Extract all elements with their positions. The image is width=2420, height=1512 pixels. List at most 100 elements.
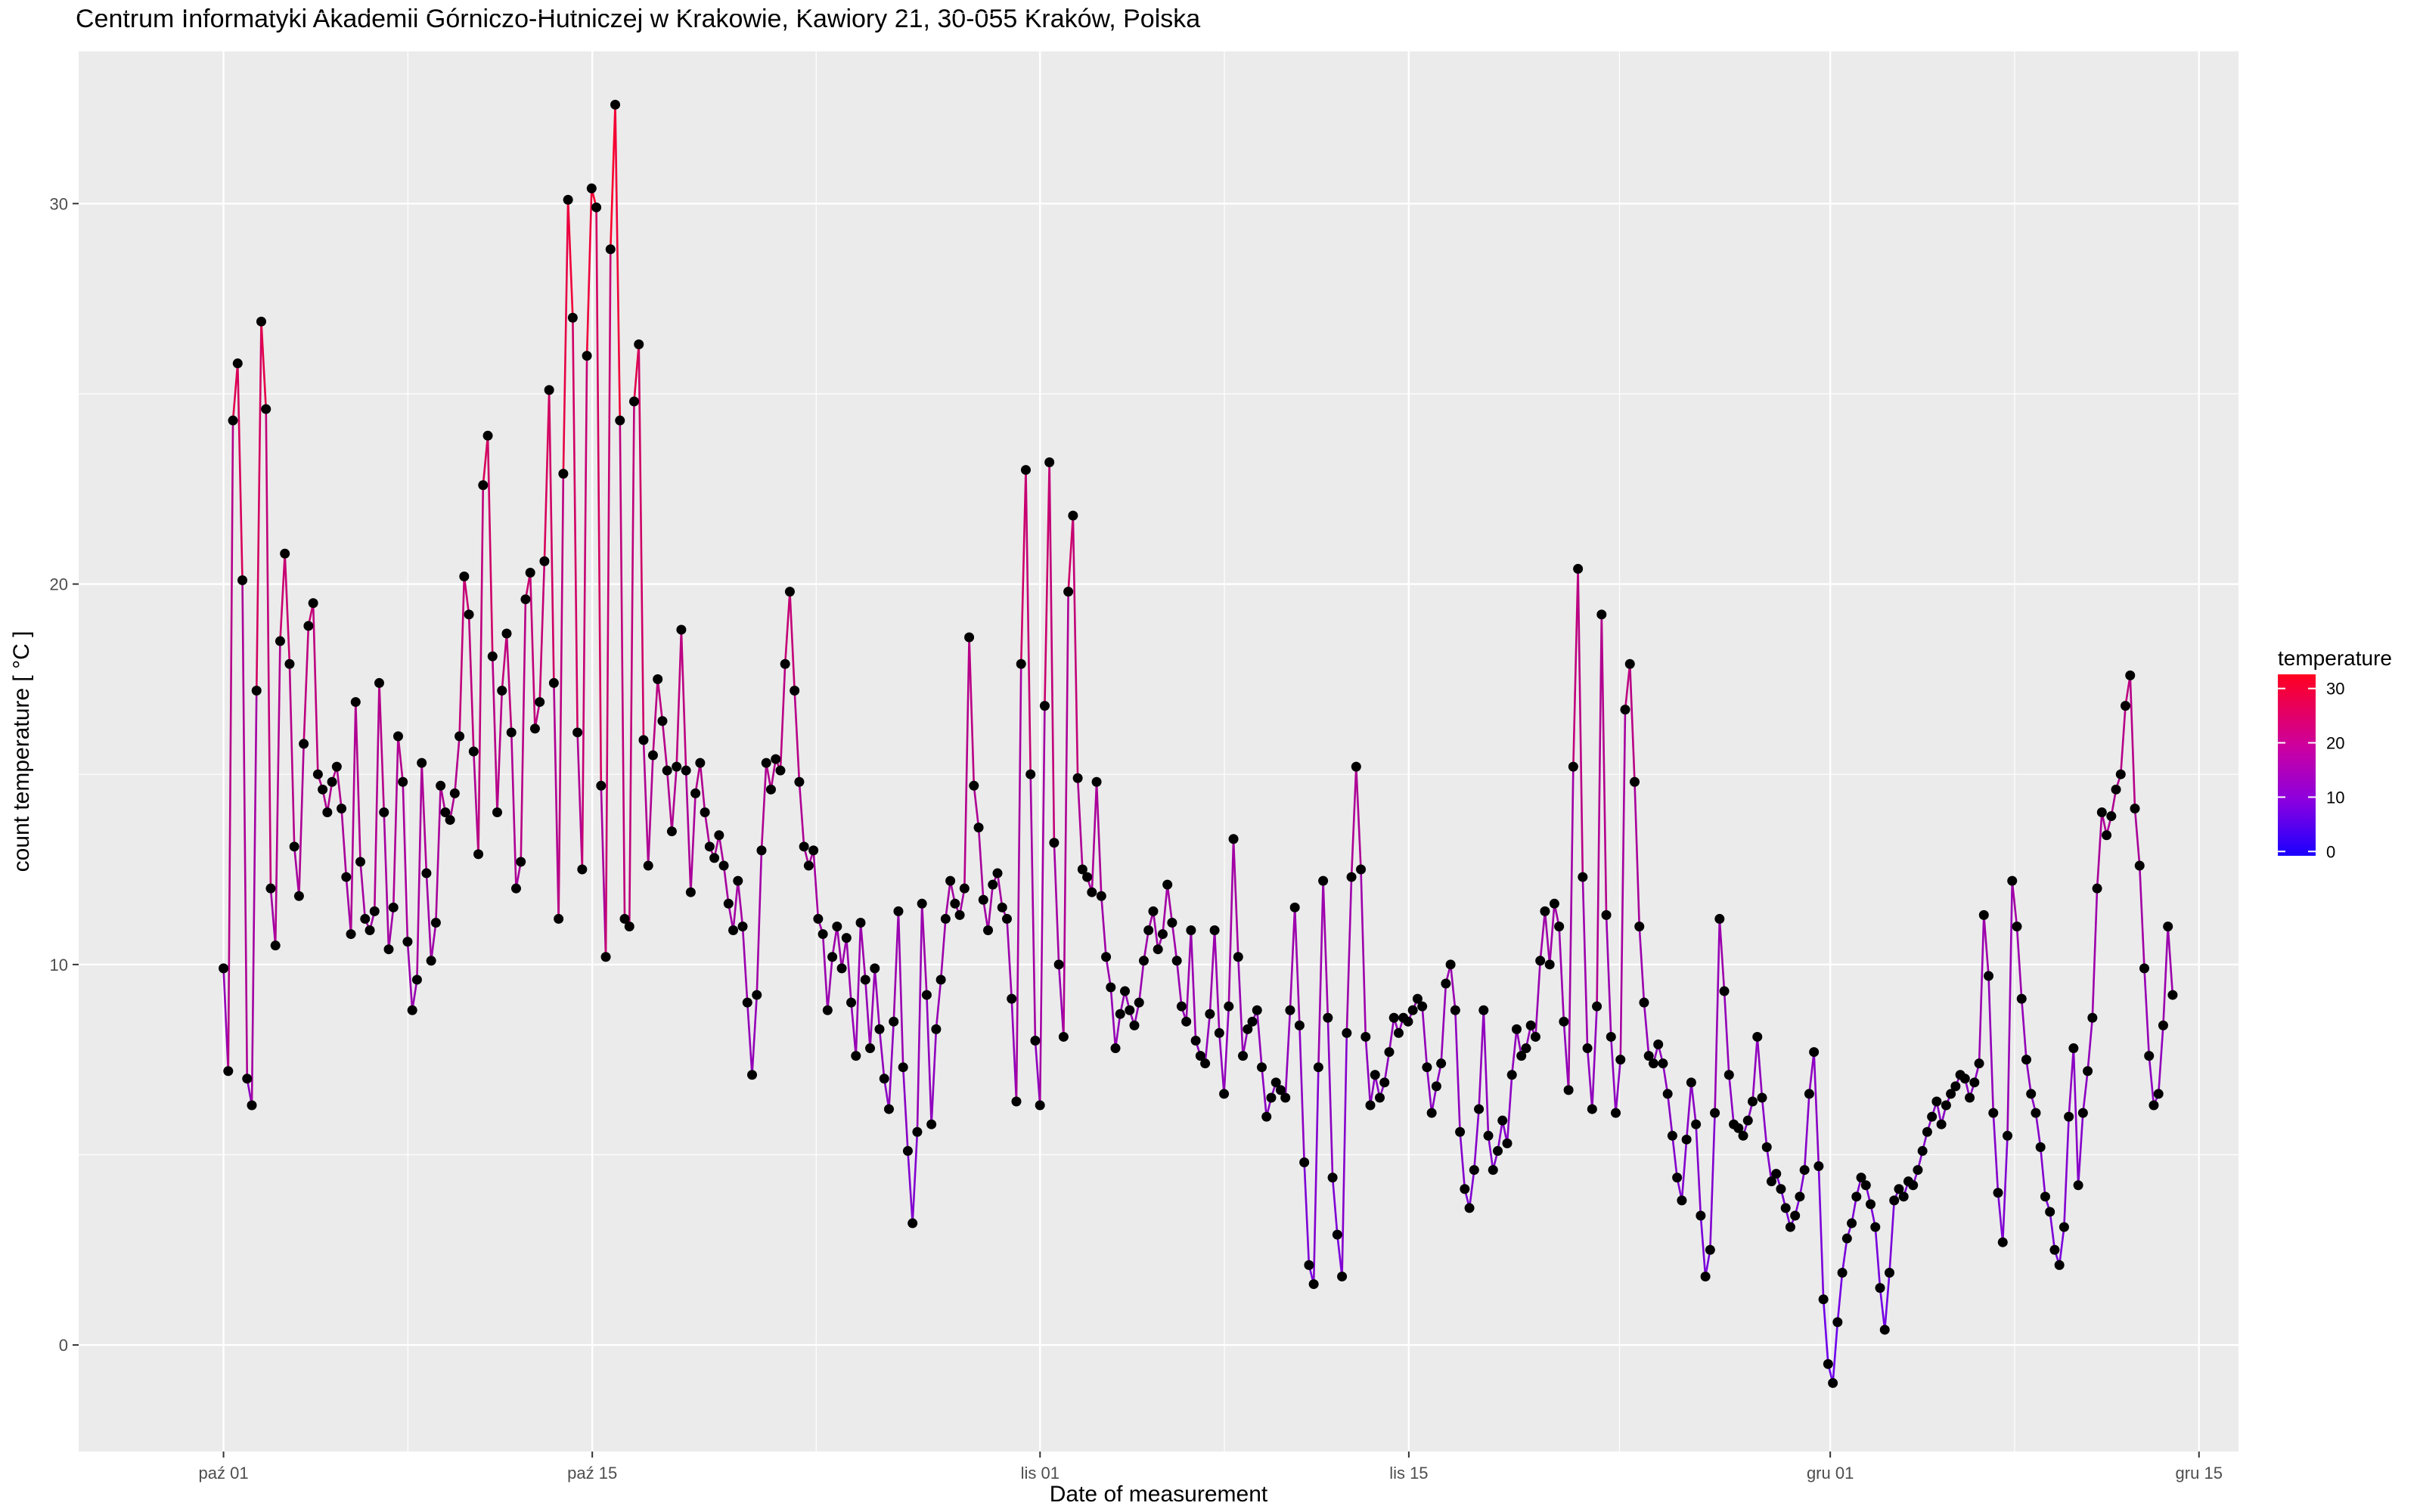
data-point bbox=[497, 685, 507, 696]
series-segment bbox=[1232, 838, 1239, 957]
series-segment bbox=[604, 249, 612, 957]
series-segment bbox=[770, 758, 777, 790]
series-segment bbox=[1063, 591, 1069, 1037]
data-point bbox=[421, 868, 432, 878]
series-segment bbox=[2039, 1147, 2046, 1197]
data-point bbox=[917, 898, 927, 909]
series-segment bbox=[1591, 1006, 1598, 1110]
y-axis-title: count temperature [ °C ] bbox=[9, 631, 34, 872]
data-point bbox=[1407, 1005, 1418, 1015]
data-point bbox=[1780, 1203, 1791, 1213]
data-point bbox=[586, 183, 597, 194]
data-point bbox=[1936, 1119, 1947, 1129]
series-segment bbox=[548, 389, 555, 683]
data-point bbox=[1153, 944, 1163, 955]
x-tick-label: paź 15 bbox=[567, 1464, 617, 1483]
series-segment bbox=[945, 880, 951, 919]
data-point bbox=[1068, 510, 1078, 521]
series-segment bbox=[2096, 812, 2103, 889]
data-point bbox=[1506, 1070, 1517, 1080]
data-point bbox=[803, 860, 814, 871]
data-point bbox=[1087, 887, 1097, 897]
data-point bbox=[690, 788, 701, 798]
series-segment bbox=[883, 1078, 890, 1110]
series-segment bbox=[2167, 926, 2174, 996]
series-segment bbox=[288, 664, 296, 847]
data-point bbox=[1927, 1111, 1938, 1122]
series-segment bbox=[2157, 1025, 2164, 1095]
y-tick-label: 20 bbox=[50, 575, 68, 594]
data-point bbox=[1988, 1108, 1999, 1118]
series-segment bbox=[383, 812, 390, 950]
series-segment bbox=[491, 656, 498, 813]
series-segment bbox=[1619, 709, 1627, 1060]
data-point bbox=[1624, 658, 1635, 669]
series-segment bbox=[1468, 1170, 1475, 1209]
series-segment bbox=[1105, 956, 1112, 988]
data-point bbox=[2096, 807, 2107, 818]
data-point bbox=[554, 913, 564, 924]
data-point bbox=[912, 1126, 923, 1137]
series-segment bbox=[538, 561, 546, 702]
data-point bbox=[709, 853, 720, 863]
data-point bbox=[1285, 1005, 1295, 1015]
series-segment bbox=[642, 739, 650, 866]
data-point bbox=[1120, 986, 1131, 996]
data-point bbox=[1261, 1111, 1272, 1122]
series-segment bbox=[930, 1029, 938, 1125]
series-segment bbox=[1421, 1006, 1429, 1067]
data-point bbox=[973, 823, 984, 833]
series-segment bbox=[557, 473, 565, 919]
series-segment bbox=[2082, 1070, 2089, 1114]
series-segment bbox=[1497, 1120, 1504, 1151]
data-point bbox=[865, 1043, 876, 1054]
data-point bbox=[299, 739, 309, 749]
data-point bbox=[969, 780, 979, 791]
data-point bbox=[1431, 1081, 1441, 1092]
series-segment bbox=[869, 968, 876, 1049]
data-point bbox=[1412, 993, 1423, 1004]
series-segment bbox=[1426, 1067, 1433, 1114]
legend: temperature 0 10 20 30 bbox=[2278, 646, 2392, 861]
series-segment bbox=[1510, 1029, 1518, 1075]
data-point bbox=[2134, 860, 2145, 871]
data-point bbox=[1195, 1051, 1205, 1061]
data-point bbox=[1629, 776, 1640, 787]
data-point bbox=[529, 723, 540, 734]
data-point bbox=[1922, 1126, 1932, 1137]
series-segment bbox=[1817, 1166, 1825, 1300]
series-segment bbox=[435, 785, 442, 923]
series-segment bbox=[1680, 1139, 1688, 1201]
series-segment bbox=[783, 591, 791, 665]
data-point bbox=[1370, 1070, 1380, 1080]
series-segment bbox=[1718, 919, 1726, 992]
series-segment bbox=[1765, 1147, 1773, 1182]
data-point bbox=[2106, 811, 2117, 822]
data-point bbox=[1714, 913, 1725, 924]
series-segment bbox=[1171, 922, 1178, 961]
series-segment bbox=[1459, 1132, 1466, 1189]
data-point bbox=[1020, 465, 1031, 476]
data-point bbox=[1974, 1058, 1984, 1069]
series-segment bbox=[566, 200, 574, 318]
series-segment bbox=[553, 683, 560, 919]
data-point bbox=[1436, 1058, 1447, 1069]
plot-panel bbox=[79, 51, 2238, 1452]
series-segment bbox=[901, 1067, 909, 1151]
data-point bbox=[1832, 1317, 1843, 1328]
data-point bbox=[2045, 1207, 2055, 1217]
data-point bbox=[2153, 1089, 2164, 1099]
series-segment bbox=[1666, 1093, 1674, 1136]
legend-tick-label: 0 bbox=[2326, 842, 2335, 861]
data-point bbox=[1393, 1027, 1404, 1038]
series-segment bbox=[1628, 664, 1636, 782]
data-point bbox=[591, 202, 602, 212]
data-point bbox=[1601, 909, 1612, 920]
data-point bbox=[1445, 959, 1456, 970]
data-point bbox=[1511, 1024, 1522, 1034]
data-point bbox=[1578, 872, 1588, 882]
series-segment bbox=[996, 872, 1004, 908]
series-segment bbox=[1473, 1108, 1480, 1170]
data-point bbox=[1337, 1272, 1348, 1281]
